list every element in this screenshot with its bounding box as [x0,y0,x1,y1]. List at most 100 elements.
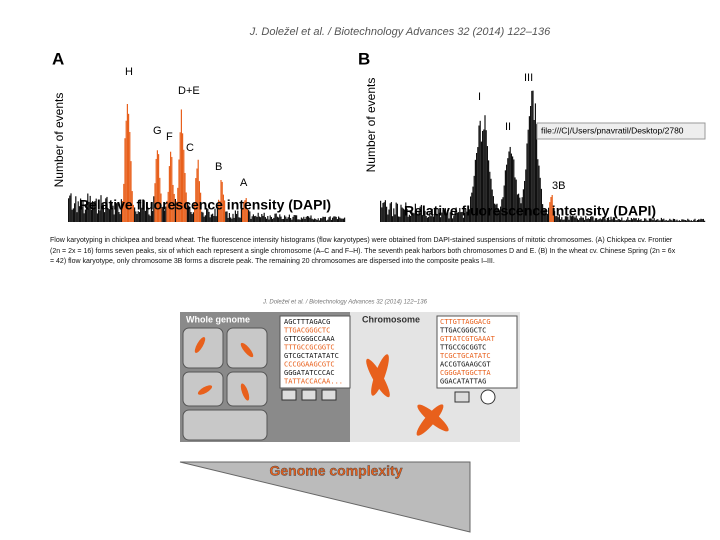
histogram-bar [76,212,78,222]
histogram-bar [96,213,98,222]
histogram-bar [142,204,144,222]
histogram-bar [321,218,323,222]
histogram-bar [184,172,186,222]
histogram-bar [213,215,215,222]
histogram-bar [180,109,182,222]
histogram-bar [406,208,408,222]
histogram-bar [546,213,548,222]
histogram-bar [628,219,630,222]
histogram-bar [454,211,456,222]
histogram-bar [119,214,121,222]
histogram-bar [684,220,686,222]
peak-label: C [186,142,194,154]
histogram-bar [588,218,590,222]
histogram-bar [381,207,383,222]
histogram-bar [543,209,545,222]
histogram-bar [272,218,274,222]
histogram-bar [71,209,73,222]
histogram-bar [676,219,678,222]
histogram-bar [610,216,612,222]
histogram-bar [108,209,110,222]
histogram-bar [190,212,192,222]
peak-label: G [153,125,162,137]
histogram-bar [98,209,100,222]
histogram-bar [69,195,71,222]
histogram-bar [530,105,532,222]
histogram-bar [562,219,564,222]
histogram-bar [226,211,228,222]
histogram-bar [585,215,587,222]
histogram-bar [148,214,150,222]
header: J. Doležel et al. / Biotechnology Advanc… [262,300,428,306]
histogram-bar [288,214,290,222]
histogram-bar [72,208,74,222]
histogram-bar [495,204,497,222]
histogram-bar [629,220,631,222]
histogram-bar [153,196,155,222]
histogram-bar [563,219,565,222]
histogram-bar [520,203,522,222]
histogram-bar [462,217,464,222]
histogram-bar [197,159,199,222]
histogram-bar [135,211,137,222]
histogram-bar [423,214,425,222]
histogram-bar [422,215,424,222]
histogram-bar [518,193,520,222]
histogram-bar [622,220,624,222]
histogram-bar [664,220,666,222]
histogram-bar [102,204,104,222]
histogram-bar [99,210,101,222]
histogram-bar [245,198,247,222]
histogram-bar [666,220,668,222]
histogram-bar [243,201,245,222]
histogram-bar [310,215,312,222]
histogram-bar [141,207,143,222]
histogram-bar [424,210,426,222]
histogram-bar [514,177,516,222]
histogram-bar [446,213,448,222]
histogram-bar [456,212,458,222]
histogram-bar [527,129,529,222]
x-label: Relative fluorescence intensity (DAPI) [79,197,331,213]
histogram-bar [599,218,601,222]
histogram-bar [593,220,595,222]
complexity-label: Genome complexity [269,463,402,479]
histogram-bar [342,218,344,222]
histogram-bar [221,181,223,222]
histogram-bar [698,219,700,222]
histogram-bar [458,212,460,222]
histogram-bar [459,208,461,222]
histogram-bar [160,193,162,222]
histogram-bar [653,218,655,222]
panel-label: B [358,49,370,68]
histogram-bar [644,218,646,222]
histogram-bar [152,210,154,222]
histogram-bar [633,217,635,222]
histogram-bar [672,218,674,222]
histogram-bar [650,218,652,222]
histogram-bar [624,220,626,222]
histogram-bar [388,209,390,222]
sequences: AGCTTTAGACGTTGACGGGCTCGTTCGGGCCAAATTTGCC… [284,318,496,386]
histogram-bar [443,211,445,222]
histogram-bar [549,202,551,222]
histogram-bar [308,216,310,222]
histogram-bar [89,195,91,222]
histogram-bar [695,221,697,222]
histogram-bar [189,206,191,222]
histogram-bar [200,192,202,222]
histogram-bar [405,202,407,222]
histogram-bar [491,189,493,222]
histogram-bar [467,211,469,222]
histogram-bar [270,217,272,222]
histogram-bar [318,220,320,222]
histogram-bar [620,219,622,222]
histogram-bar [212,213,214,222]
histogram-bar [663,218,665,222]
histogram-bar [524,180,526,222]
peak-label: D+E [178,85,200,97]
histogram-bar [276,216,278,222]
histogram-bar [694,218,696,222]
histogram-bar [335,216,337,222]
histogram-bar [605,220,607,222]
